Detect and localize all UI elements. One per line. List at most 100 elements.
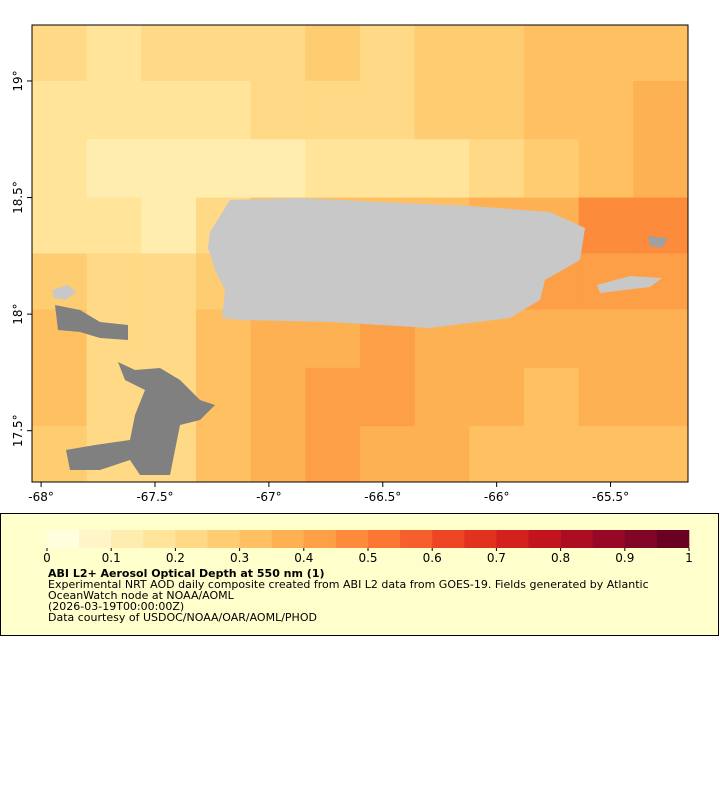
- colorbar-step: [143, 530, 176, 548]
- aod-cell: [578, 25, 634, 82]
- aod-cell: [633, 139, 689, 199]
- aod-cell: [196, 25, 252, 82]
- aod-cell: [360, 367, 416, 427]
- colorbar-step: [656, 530, 690, 548]
- aod-cell: [250, 426, 306, 483]
- aod-cell: [141, 253, 197, 310]
- aod-cell: [360, 80, 416, 140]
- aod-cell: [305, 426, 361, 483]
- aod-cell: [32, 197, 88, 254]
- aod-cell: [633, 80, 689, 140]
- caption-line: Experimental NRT AOD daily composite cre…: [48, 578, 649, 591]
- colorbar-tick-label: 0.7: [487, 551, 506, 565]
- aod-cell: [414, 80, 470, 140]
- colorbar-tick-label: 0.4: [294, 551, 313, 565]
- caption-title: ABI L2+ Aerosol Optical Depth at 550 nm …: [48, 567, 325, 580]
- colorbar-step: [271, 530, 305, 548]
- colorbar: 0 0.1 0.2 0.3 0.4 0.5 0.6 0.7 0.8 0.9 1: [43, 530, 693, 565]
- aod-cell: [196, 139, 252, 199]
- aod-cell: [360, 426, 416, 483]
- x-tick-label: -67.5°: [136, 490, 173, 504]
- caption-line: (2026-03-19T00:00:00Z): [48, 600, 184, 613]
- y-tick-label: 19°: [11, 70, 25, 91]
- aod-cell: [86, 253, 142, 310]
- aod-cell: [141, 25, 197, 82]
- aod-cell: [141, 197, 197, 254]
- aod-cell: [86, 25, 142, 82]
- colorbar-step: [464, 530, 497, 548]
- colorbar-step: [175, 530, 208, 548]
- x-tick-label: -65.5°: [592, 490, 629, 504]
- colorbar-step: [47, 530, 80, 548]
- aod-cell: [360, 25, 416, 82]
- y-tick-label: 17.5°: [11, 414, 25, 447]
- aod-cell: [141, 80, 197, 140]
- colorbar-step: [303, 530, 337, 548]
- colorbar-step: [368, 530, 401, 548]
- aod-cell: [250, 80, 306, 140]
- aod-cell: [578, 197, 634, 254]
- aod-cell: [524, 80, 580, 140]
- aod-cell: [524, 367, 580, 427]
- colorbar-step: [79, 530, 112, 548]
- y-tick-label: 18.5°: [11, 181, 25, 214]
- aod-cell: [633, 426, 689, 483]
- aod-cell: [469, 80, 525, 140]
- aod-cell: [469, 139, 525, 199]
- aod-cell: [524, 309, 580, 369]
- vieques: [597, 276, 662, 293]
- mona-island: [52, 285, 76, 300]
- aod-cell: [250, 139, 306, 199]
- aod-cell: [578, 80, 634, 140]
- colorbar-step: [111, 530, 144, 548]
- aod-cell: [305, 139, 361, 199]
- colorbar-tick-label: 0.3: [230, 551, 249, 565]
- no-data-area: [55, 305, 128, 340]
- colorbar-step: [335, 530, 369, 548]
- culebra: [648, 236, 668, 248]
- colorbar-tick-label: 0.6: [423, 551, 442, 565]
- aod-cell: [469, 25, 525, 82]
- aod-cell: [32, 25, 88, 82]
- colorbar-tick-label: 0: [43, 551, 51, 565]
- aod-cell: [305, 80, 361, 140]
- aod-cell: [32, 253, 88, 310]
- aod-cell: [32, 80, 88, 140]
- colorbar-step: [496, 530, 529, 548]
- aod-cell: [578, 139, 634, 199]
- colorbar-tick-label: 0.2: [166, 551, 185, 565]
- aod-cell: [414, 426, 470, 483]
- colorbar-tick-label: 0.8: [551, 551, 570, 565]
- colorbar-tick-label: 0.5: [358, 551, 377, 565]
- aod-cell: [32, 139, 88, 199]
- aod-cell: [305, 367, 361, 427]
- aod-cell: [196, 80, 252, 140]
- aod-cell: [196, 367, 252, 427]
- map-frame: [31, 24, 689, 483]
- aod-cell: [578, 426, 634, 483]
- aod-cell: [578, 309, 634, 369]
- aod-cell: [141, 139, 197, 199]
- aod-cell: [469, 367, 525, 427]
- x-tick-label: -66°: [484, 490, 510, 504]
- colorbar-step: [239, 530, 272, 548]
- caption-line: OceanWatch node at NOAA/AOML: [48, 589, 235, 602]
- aod-cell: [414, 25, 470, 82]
- aod-cell: [633, 25, 689, 82]
- colorbar-step: [207, 530, 240, 548]
- aod-cell: [633, 309, 689, 369]
- aod-cell: [414, 367, 470, 427]
- colorbar-step: [432, 530, 465, 548]
- aod-cell: [32, 367, 88, 427]
- axes: -68° -67.5° -67° -66.5° -66° -65.5° 17.5° 18° 18…: [11, 70, 629, 504]
- aod-cell: [524, 139, 580, 199]
- y-tick-label: 18°: [11, 303, 25, 324]
- colorbar-tick-label: 0.1: [102, 551, 121, 565]
- aod-cell: [414, 139, 470, 199]
- x-tick-label: -67°: [256, 490, 282, 504]
- x-tick-label: -66.5°: [364, 490, 401, 504]
- caption-line: Data courtesy of USDOC/NOAA/OAR/AOML/PHO…: [48, 611, 317, 624]
- x-tick-label: -68°: [28, 490, 54, 504]
- aod-cell: [578, 367, 634, 427]
